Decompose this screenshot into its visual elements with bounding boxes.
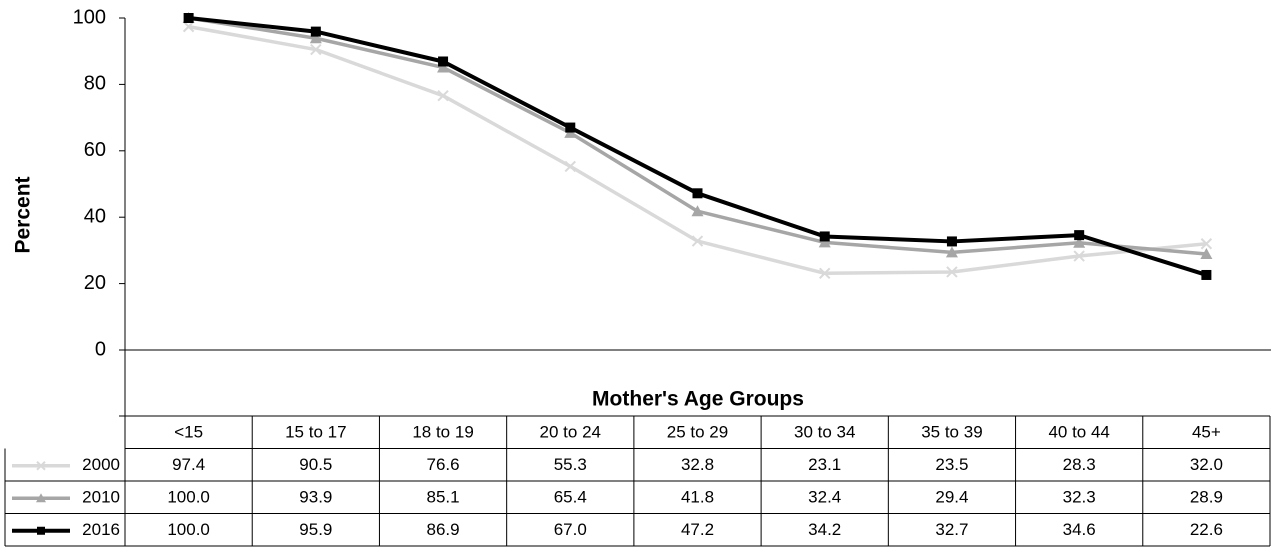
table-cell: 85.1 [427,488,460,507]
marker [945,246,958,258]
x-tick-label: 30 to 34 [794,423,855,442]
marker [438,56,449,67]
marker [692,188,703,199]
table-cell: 32.3 [1063,488,1096,507]
table-cell: 65.4 [554,488,587,507]
marker [182,20,195,33]
marker [819,231,830,242]
table-cell: 23.1 [808,455,841,474]
legend-label: 2010 [82,488,120,507]
marker [818,236,831,248]
x-axis-title: Mother's Age Groups [592,388,804,411]
marker [565,122,576,133]
legend-label: 2016 [82,520,120,539]
table-cell: 34.2 [808,520,841,539]
table-cell: 32.8 [681,455,714,474]
table-cell: 97.4 [172,455,205,474]
marker [310,43,322,56]
marker [1201,269,1212,280]
marker [1073,236,1086,248]
x-tick-label: 25 to 29 [667,423,728,442]
x-tick-label: <15 [174,423,203,442]
table-cell: 100.0 [167,488,210,507]
table-cell: 32.4 [808,488,841,507]
x-tick-label: 40 to 44 [1048,423,1109,442]
table-cell: 90.5 [299,455,332,474]
marker [946,266,958,278]
marker [1200,238,1213,250]
y-tick-label: 40 [84,205,106,227]
x-tick-label: 18 to 19 [412,423,473,442]
y-tick-label: 20 [84,272,106,294]
marker [1074,230,1085,241]
table-cell: 100.0 [167,520,210,539]
table-cell: 28.3 [1063,455,1096,474]
marker [36,461,46,471]
table-cell: 23.5 [935,455,968,474]
legend-label: 2000 [82,455,120,474]
table-cell: 76.6 [427,455,460,474]
marker [819,267,831,280]
marker [309,32,322,44]
series-line [188,16,1207,277]
table-cell: 29.4 [935,488,968,507]
marker [691,205,704,217]
table-cell: 34.6 [1063,520,1096,539]
marker [564,160,576,173]
marker [946,236,957,247]
y-tick-label: 100 [73,6,106,28]
series-line [188,16,1207,256]
table-cell: 67.0 [554,520,587,539]
y-tick-label: 80 [84,73,106,95]
table-cell: 28.9 [1190,488,1223,507]
marker [691,235,704,247]
y-tick-label: 0 [95,338,106,360]
table-cell: 95.9 [299,520,332,539]
marker [36,493,46,503]
y-tick-label: 60 [84,139,106,161]
table-cell: 93.9 [299,488,332,507]
table-cell: 55.3 [554,455,587,474]
x-tick-label: 20 to 24 [540,423,601,442]
marker [1200,248,1213,260]
x-tick-label: 15 to 17 [285,423,346,442]
table-cell: 32.0 [1190,455,1223,474]
x-tick-label: 35 to 39 [921,423,982,442]
table-cell: 41.8 [681,488,714,507]
x-tick-label: 45+ [1192,423,1221,442]
marker [437,61,450,73]
table-cell: 86.9 [427,520,460,539]
table-cell: 22.6 [1190,520,1223,539]
marker [310,26,321,37]
marker [1073,250,1085,262]
marker [37,526,45,535]
y-axis-title: Percent [12,176,35,253]
table-cell: 32.7 [935,520,968,539]
marker [437,89,449,102]
marker [183,13,194,23]
table-cell: 47.2 [681,520,714,539]
